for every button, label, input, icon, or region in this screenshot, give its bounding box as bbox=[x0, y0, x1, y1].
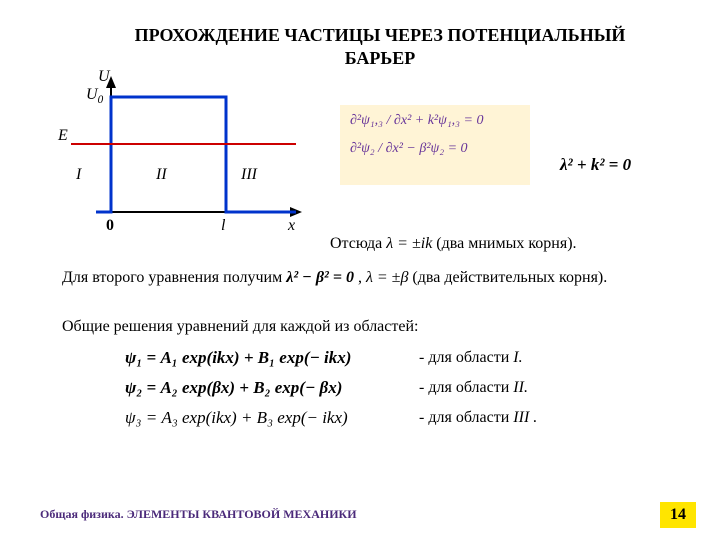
second-formula-2: λ = ±β bbox=[366, 269, 408, 286]
eq-line-1: ∂²ψ₁,₃ / ∂x² + k²ψ₁,₃ = 0 bbox=[350, 111, 520, 131]
from-prefix: Отсюда bbox=[330, 235, 386, 252]
solution-row: ψ₃ = A₃ exp(ikx) + B₃ exp(− ikx) - для о… bbox=[125, 408, 680, 428]
solution-row: ψ₂ = A₂ exp(βx) + B₂ exp(− βx) - для обл… bbox=[125, 378, 680, 398]
tick-0: 0 bbox=[106, 217, 114, 235]
from-formula: λ = ±ik bbox=[386, 235, 432, 252]
solution-label-2: - для области II. bbox=[419, 379, 528, 397]
solution-formula-2: ψ₂ = A₂ exp(βx) + B₂ exp(− βx) bbox=[125, 378, 415, 398]
label-U0: U0 bbox=[86, 86, 103, 106]
label-U: U bbox=[98, 68, 110, 86]
solution-formula-3: ψ₃ = A₃ exp(ikx) + B₃ exp(− ikx) bbox=[125, 408, 415, 428]
helmholtz-equations-box: ∂²ψ₁,₃ / ∂x² + k²ψ₁,₃ = 0 ∂²ψ₂ / ∂x² − β… bbox=[340, 105, 530, 185]
second-suffix: (два действительных корня). bbox=[412, 269, 607, 286]
second-mid: , bbox=[358, 269, 366, 286]
characteristic-equation: λ² + k² = 0 bbox=[560, 155, 631, 175]
from-suffix: (два мнимых корня). bbox=[436, 235, 576, 252]
solution-label-1: - для области I. bbox=[419, 349, 523, 367]
tick-l: l bbox=[221, 217, 225, 235]
solution-label-3: - для области III . bbox=[419, 409, 537, 427]
label-E: E bbox=[58, 127, 68, 145]
second-formula-1: λ² − β² = 0 bbox=[286, 269, 354, 286]
general-solutions-heading: Общие решения уравнений для каждой из об… bbox=[62, 318, 680, 336]
second-prefix: Для второго уравнения получим bbox=[62, 269, 286, 286]
roots-real-line: Для второго уравнения получим λ² − β² = … bbox=[62, 267, 680, 289]
title-line-1: ПРОХОЖДЕНИЕ ЧАСТИЦЫ ЧЕРЕЗ ПОТЕНЦИАЛЬНЫЙ bbox=[135, 25, 626, 45]
region-I: I bbox=[76, 166, 81, 184]
page-number: 14 bbox=[660, 502, 696, 528]
title-line-2: БАРЬЕР bbox=[345, 48, 416, 68]
potential-barrier-diagram: U U0 E I II III 0 l x bbox=[56, 72, 316, 252]
footer-text: Общая физика. ЭЛЕМЕНТЫ КВАНТОВОЙ МЕХАНИК… bbox=[40, 507, 357, 522]
solution-row: ψ₁ = A₁ exp(ikx) + B₁ exp(− ikx) - для о… bbox=[125, 348, 680, 368]
region-II: II bbox=[156, 166, 167, 184]
eq-line-2: ∂²ψ₂ / ∂x² − β²ψ₂ = 0 bbox=[350, 139, 520, 159]
slide-title: ПРОХОЖДЕНИЕ ЧАСТИЦЫ ЧЕРЕЗ ПОТЕНЦИАЛЬНЫЙ … bbox=[70, 24, 690, 69]
solutions-list: ψ₁ = A₁ exp(ikx) + B₁ exp(− ikx) - для о… bbox=[125, 348, 680, 438]
solution-formula-1: ψ₁ = A₁ exp(ikx) + B₁ exp(− ikx) bbox=[125, 348, 415, 368]
region-III: III bbox=[241, 166, 257, 184]
roots-imaginary-line: Отсюда λ = ±ik (два мнимых корня). bbox=[330, 235, 680, 253]
axis-x: x bbox=[288, 217, 295, 235]
